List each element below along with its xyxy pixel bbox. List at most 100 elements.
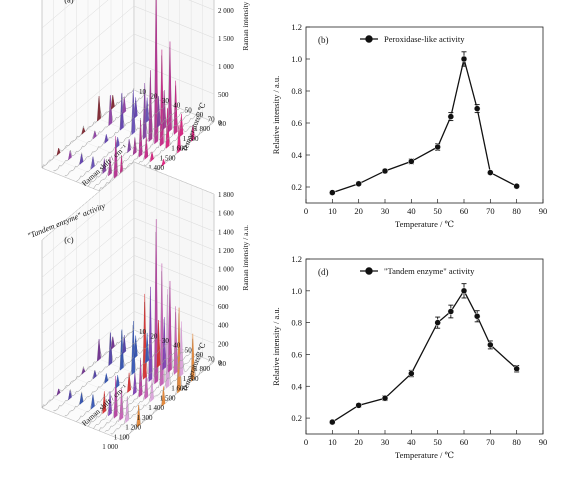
x-tick-label: 1 800: [194, 125, 210, 133]
y-tick-label: 0.6: [291, 118, 302, 128]
z-tick-label: 0: [218, 119, 222, 127]
y-tick-label: 0.4: [291, 150, 302, 160]
y-tick-label: 1.0: [291, 286, 302, 296]
spectrum-peak: [113, 375, 118, 419]
spectrum-peak: [127, 139, 131, 154]
y-tick-label: 1.0: [291, 54, 302, 64]
x-tick-label: 70: [486, 437, 495, 447]
spectrum-peak: [150, 378, 154, 403]
x-tick-label: 1 400: [148, 164, 164, 172]
spectrum-peak: [115, 375, 120, 389]
data-point: [381, 167, 389, 175]
legend-marker: [365, 35, 373, 43]
spectrum-peak: [150, 151, 154, 163]
spectrum-peak: [81, 367, 86, 375]
spectrum-peak: [168, 41, 172, 133]
x-tick-label: 1 500: [160, 154, 176, 162]
x-tick-label: 40: [407, 206, 416, 216]
data-point: [434, 143, 441, 151]
z-tick-label: 400: [218, 322, 229, 330]
spectrum-peak: [168, 280, 172, 373]
y-tick-label: 0.8: [291, 318, 302, 328]
y-tick-label: 10: [139, 88, 147, 96]
spectrum-peak: [162, 317, 167, 371]
legend-marker: [365, 267, 373, 275]
x-tick-label: 20: [354, 437, 363, 447]
data-point: [513, 365, 520, 373]
spectrum-peak: [144, 137, 149, 160]
grid-line: [41, 407, 123, 441]
y-tick-label: 80: [219, 120, 227, 128]
data-point: [355, 180, 362, 188]
y-tick-label: 10: [139, 328, 147, 336]
data-point: [473, 105, 481, 112]
y-tick-label: 0.2: [291, 182, 302, 192]
z-tick-label: 600: [218, 303, 229, 311]
z-tick-label: 1 200: [218, 247, 234, 255]
spectrum-peak: [102, 158, 107, 175]
panel-label: (c): [64, 235, 74, 245]
spectrum-peak: [133, 335, 138, 359]
x-tick-label: 70: [486, 206, 495, 216]
x-tick-label: 1 500: [160, 394, 176, 402]
spectrum-peak: [138, 359, 143, 398]
side-wall: [133, 161, 215, 363]
data-point: [460, 55, 468, 63]
series-line: [331, 289, 518, 423]
grid-line: [133, 217, 215, 251]
spectrum-peak: [122, 335, 127, 355]
data-point: [473, 313, 481, 320]
y-tick-label: 50: [185, 346, 193, 354]
spectrum-peak: [97, 96, 101, 122]
x-tick-label: 1 700: [183, 375, 199, 383]
y-tick-label: 60: [196, 351, 204, 359]
data-point: [447, 308, 455, 315]
spectrum-peak: [56, 388, 61, 396]
x-tick-label: 60: [460, 437, 469, 447]
x-tick-label: 90: [539, 437, 548, 447]
z-tick-label: 1 400: [218, 228, 234, 236]
spectrum-peak: [161, 158, 166, 167]
panel-label: (b): [318, 35, 329, 45]
z-axis-label: Raman intensity / a.u.: [241, 0, 250, 51]
y-axis-label: Relative intensity / a.u.: [271, 76, 281, 155]
spectrum-peak: [90, 156, 95, 170]
data-point: [329, 189, 336, 196]
spectrum-peak: [122, 96, 127, 115]
y-tick-label: 0.6: [291, 349, 302, 359]
data-point: [381, 394, 389, 402]
grid-line: [133, 5, 215, 39]
x-tick-label: 10: [328, 437, 337, 447]
data-point: [434, 319, 441, 326]
spectrum-peak: [90, 394, 95, 410]
legend-label: "Tandem enzyme" activity: [384, 266, 475, 276]
data-point: [487, 341, 494, 349]
spectrum-peak: [131, 321, 136, 376]
grid-line: [133, 255, 215, 288]
spectrum-peak: [138, 120, 143, 158]
data-point: [408, 158, 415, 165]
z-tick-label: 500: [218, 91, 229, 99]
x-tick-label: 1 000: [102, 443, 118, 451]
grid-line: [133, 236, 215, 269]
data-point: [487, 169, 494, 176]
y-tick-label: 30: [162, 97, 170, 105]
spectrum-peak: [79, 393, 84, 406]
x-tick-label: 80: [512, 206, 521, 216]
z-tick-label: 1 800: [218, 191, 234, 199]
x-tick-label: 1 800: [194, 365, 210, 373]
x-tick-label: 30: [381, 206, 390, 216]
y-tick-label: 40: [173, 102, 181, 110]
spectrum-peak: [125, 396, 129, 424]
spectrum-peak: [162, 90, 167, 131]
spectrum-peak: [104, 373, 109, 384]
x-tick-label: 50: [433, 437, 442, 447]
y-tick-label: 1.2: [291, 22, 302, 32]
x-tick-label: 1 400: [148, 404, 164, 412]
data-point: [408, 370, 415, 377]
x-tick-label: 10: [328, 206, 337, 216]
grid-line: [133, 292, 215, 325]
